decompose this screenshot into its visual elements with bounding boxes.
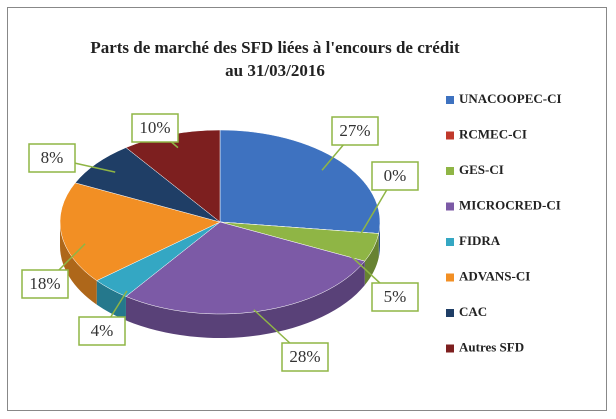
legend-label: CAC	[459, 304, 487, 319]
chart-frame	[7, 7, 607, 411]
slice-side	[60, 222, 97, 305]
legend-swatch	[446, 202, 454, 211]
legend-swatch	[446, 96, 454, 104]
label-box	[78, 316, 126, 346]
slice-side	[96, 280, 126, 321]
legend-swatch	[446, 238, 454, 246]
data-label: 5%	[384, 287, 407, 306]
data-label: 27%	[339, 121, 370, 140]
label-box	[131, 113, 179, 143]
legend-label: Autres SFD	[459, 339, 524, 354]
legend-swatch	[446, 167, 454, 175]
legend-label: ADVANS-CI	[459, 268, 530, 283]
label-box	[371, 161, 419, 191]
legend-label: UNACOOPEC-CI	[459, 91, 562, 106]
legend-label: RCMEC-CI	[459, 126, 527, 141]
slice	[125, 221, 366, 315]
data-label: 28%	[289, 347, 320, 366]
slice	[59, 182, 221, 281]
data-label: 4%	[91, 321, 114, 340]
label-box	[21, 269, 69, 299]
legend-swatch	[446, 273, 454, 282]
chart-title: Parts de marché des SFD liées à l'encour…	[90, 38, 460, 80]
slice-side	[378, 222, 380, 258]
label-box	[331, 116, 379, 146]
slice	[219, 129, 381, 234]
data-label: 8%	[41, 148, 64, 167]
legend-swatch	[446, 131, 454, 140]
label-box	[371, 282, 419, 312]
legend-label: FIDRA	[459, 233, 501, 248]
legend-label: GES-CI	[459, 162, 504, 177]
slice-side	[125, 261, 365, 338]
data-label: 10%	[139, 118, 170, 137]
label-box	[28, 143, 76, 173]
legend-swatch	[446, 344, 454, 353]
legend-swatch	[446, 309, 454, 317]
legend-label: MICROCRED-CI	[459, 197, 561, 212]
data-label: 18%	[29, 274, 60, 293]
label-box	[281, 342, 329, 372]
data-label: 0%	[384, 166, 407, 185]
